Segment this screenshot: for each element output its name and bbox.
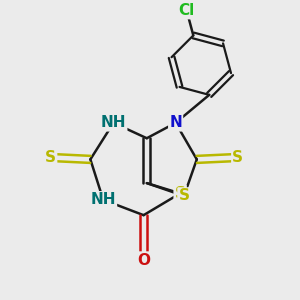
Text: S: S	[175, 186, 186, 201]
Text: S: S	[232, 150, 243, 165]
Text: S: S	[178, 188, 190, 203]
Text: O: O	[137, 253, 150, 268]
Text: Cl: Cl	[178, 3, 195, 18]
Text: S: S	[45, 150, 56, 165]
Text: NH: NH	[91, 192, 116, 207]
Text: NH: NH	[101, 115, 126, 130]
Text: N: N	[169, 115, 182, 130]
